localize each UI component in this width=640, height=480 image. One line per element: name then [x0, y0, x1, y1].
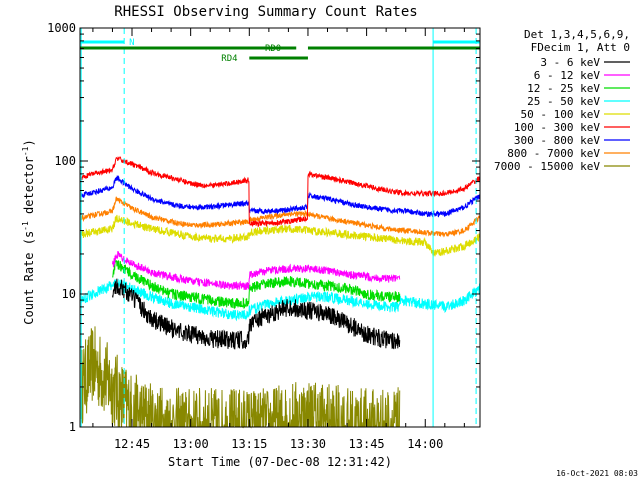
plot-area: N RD0 RD4	[80, 28, 481, 429]
legend-header-line-1: Det 1,3,4,5,6,9,	[524, 28, 630, 41]
att-bar-label-2: RD0	[265, 44, 281, 54]
x-tick-label-5: 14:00	[407, 437, 443, 451]
x-tick-label-2: 13:15	[231, 437, 267, 451]
y-axis-label-sup1: -1	[21, 221, 30, 231]
y-tick-label-0: 1	[69, 420, 76, 434]
chart-title: RHESSI Observing Summary Count Rates	[114, 4, 417, 20]
att-bar-label-0: N	[129, 38, 134, 48]
plot-frame	[79, 27, 481, 428]
legend-label-8: 7000 - 15000 keV	[494, 160, 600, 173]
y-axis-label-sup2: -1	[21, 146, 30, 156]
axes: 1 10 100 1000 12:45 13:00 13:15 13:30 13:45 14:00	[47, 21, 481, 451]
series-line-1	[112, 251, 401, 290]
legend-label-4: 50 - 100 keV	[521, 108, 601, 121]
x-tick-label-4: 13:45	[349, 437, 385, 451]
series-line-2	[112, 259, 401, 310]
x-tick-label-0: 12:45	[114, 437, 150, 451]
y-axis-label: Count Rate (s-1 detector-1)	[21, 139, 36, 324]
att-bar-label-3: RD4	[221, 54, 237, 64]
legend-label-2: 12 - 25 keV	[527, 82, 600, 95]
legend-label-3: 25 - 50 keV	[527, 95, 600, 108]
x-axis-label: Start Time (07-Dec-08 12:31:42)	[168, 455, 392, 469]
legend-header-line-2: FDecim 1, Att 0	[531, 41, 630, 54]
series-line-3	[80, 278, 481, 322]
series-line-8	[80, 326, 401, 429]
series-line-5	[80, 156, 481, 228]
legend-label-5: 100 - 300 keV	[514, 121, 600, 134]
series-line-4	[80, 214, 481, 258]
y-tick-label-2: 100	[54, 154, 76, 168]
x-tick-label-1: 13:00	[173, 437, 209, 451]
legend-label-7: 800 - 7000 keV	[507, 147, 600, 160]
series-line-7	[80, 196, 481, 238]
y-axis-label-main: Count Rate (s	[22, 231, 36, 325]
legend-label-1: 6 - 12 keV	[534, 69, 601, 82]
footer-timestamp: 16-Oct-2021 08:03	[556, 469, 638, 478]
y-axis-label-end: )	[22, 139, 36, 146]
series-line-6	[80, 175, 481, 218]
legend-label-0: 3 - 6 keV	[540, 56, 600, 69]
legend-label-6: 300 - 800 keV	[514, 134, 600, 147]
x-tick-label-3: 13:30	[290, 437, 326, 451]
y-axis-label-mid: detector	[22, 156, 36, 221]
y-tick-label-1: 10	[62, 287, 76, 301]
series-line-0	[112, 278, 401, 350]
y-tick-label-3: 1000	[47, 21, 76, 35]
